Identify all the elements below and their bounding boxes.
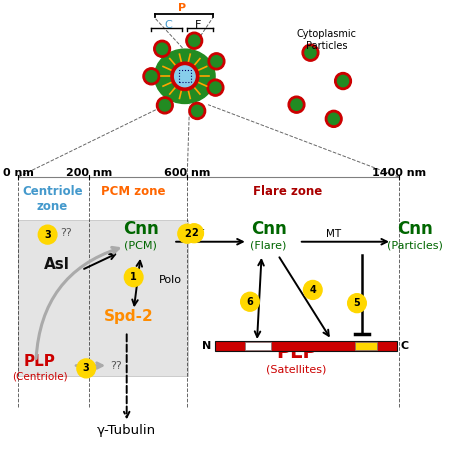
Circle shape <box>328 113 339 125</box>
Circle shape <box>211 55 222 67</box>
Circle shape <box>189 35 200 46</box>
Circle shape <box>337 75 348 87</box>
Circle shape <box>186 32 202 49</box>
Text: Cytoplasmic
Particles: Cytoplasmic Particles <box>297 29 357 51</box>
Circle shape <box>146 71 157 82</box>
Text: C: C <box>164 19 173 29</box>
Text: 600 nm: 600 nm <box>164 168 210 178</box>
Text: 2: 2 <box>184 228 191 239</box>
Circle shape <box>156 43 168 55</box>
Ellipse shape <box>155 49 215 103</box>
Circle shape <box>159 100 171 111</box>
Text: 200 nm: 200 nm <box>66 168 113 178</box>
Text: C: C <box>400 341 409 351</box>
Text: Cnn: Cnn <box>397 220 433 238</box>
Circle shape <box>335 73 351 90</box>
Text: Asl: Asl <box>44 257 70 273</box>
Text: (Centriole): (Centriole) <box>12 372 67 382</box>
Text: MT: MT <box>189 229 204 239</box>
Text: 3: 3 <box>83 364 90 374</box>
Text: Cnn: Cnn <box>251 220 286 238</box>
Circle shape <box>241 292 259 311</box>
Text: γ-Tubulin: γ-Tubulin <box>97 424 156 438</box>
Circle shape <box>288 96 305 113</box>
Circle shape <box>210 82 221 93</box>
Text: (Satellites): (Satellites) <box>266 365 327 374</box>
Circle shape <box>305 47 316 58</box>
Text: Spd-2: Spd-2 <box>104 310 154 324</box>
Circle shape <box>143 68 160 85</box>
Text: Cnn: Cnn <box>123 220 158 238</box>
Text: 1400 nm: 1400 nm <box>372 168 426 178</box>
Circle shape <box>303 281 322 300</box>
Text: F: F <box>195 19 201 29</box>
Text: Polo: Polo <box>159 274 182 284</box>
Text: N: N <box>202 341 211 351</box>
Text: P: P <box>178 3 187 13</box>
Circle shape <box>207 79 224 96</box>
Bar <box>179 70 191 82</box>
Bar <box>355 342 377 350</box>
Text: (PCM): (PCM) <box>124 241 157 251</box>
Bar <box>246 342 271 350</box>
Text: 3: 3 <box>44 229 51 240</box>
Text: 5: 5 <box>354 298 360 308</box>
Circle shape <box>156 97 173 114</box>
Text: 2: 2 <box>191 228 198 238</box>
Circle shape <box>171 62 199 91</box>
Text: Flare zone: Flare zone <box>253 185 322 198</box>
Circle shape <box>191 105 203 117</box>
Text: ??: ?? <box>110 361 122 371</box>
Circle shape <box>124 268 143 287</box>
Text: PLP: PLP <box>24 355 55 369</box>
Text: (Flare): (Flare) <box>250 241 287 251</box>
Bar <box>215 341 397 351</box>
Text: ??: ?? <box>61 228 73 238</box>
Circle shape <box>291 99 302 110</box>
Circle shape <box>38 225 57 244</box>
Text: 1: 1 <box>130 272 137 282</box>
Text: 0 nm: 0 nm <box>3 168 34 178</box>
Circle shape <box>77 359 96 378</box>
Circle shape <box>208 53 225 70</box>
Text: 6: 6 <box>246 297 254 307</box>
Text: PCM zone: PCM zone <box>101 185 166 198</box>
Circle shape <box>154 40 171 57</box>
Circle shape <box>189 102 206 119</box>
Text: Centriole
zone: Centriole zone <box>22 185 82 213</box>
Circle shape <box>302 44 319 61</box>
Circle shape <box>178 224 197 243</box>
Circle shape <box>348 294 366 313</box>
Circle shape <box>185 224 203 243</box>
Circle shape <box>174 66 195 87</box>
Circle shape <box>325 110 342 128</box>
Text: 4: 4 <box>310 285 316 295</box>
Text: PLP: PLP <box>276 343 317 362</box>
Text: (Particles): (Particles) <box>387 241 443 251</box>
FancyBboxPatch shape <box>18 220 188 376</box>
Text: MT: MT <box>326 229 341 239</box>
